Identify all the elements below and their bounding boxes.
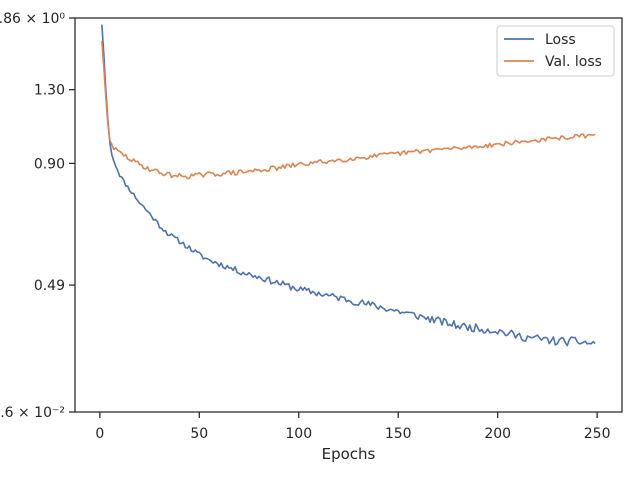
x-tick-label: 150 xyxy=(385,426,412,442)
legend-label: Val. loss xyxy=(545,54,602,70)
y-tick-label: 0.49 xyxy=(34,278,65,294)
series-lines xyxy=(101,24,596,347)
x-tick-label: 100 xyxy=(285,426,312,442)
y-tick-label: 0.90 xyxy=(34,156,65,172)
legend: Loss Val. loss xyxy=(496,25,615,77)
x-tick-label: 0 xyxy=(95,426,104,442)
y-axis: 2.6 × 10⁻² 0.49 0.90 1.30 1.86 × 10⁰ xyxy=(0,11,75,421)
series-line-val-loss xyxy=(101,40,596,180)
y-tick-label: 1.30 xyxy=(34,83,65,99)
x-tick-label: 250 xyxy=(584,426,611,442)
x-tick-label: 50 xyxy=(190,426,208,442)
plot-area xyxy=(74,17,623,413)
x-axis: 0 50 100 150 200 250 xyxy=(95,412,611,442)
y-tick-label: 1.86 × 10⁰ xyxy=(0,11,65,27)
legend-label: Loss xyxy=(545,32,576,48)
plot-frame xyxy=(74,17,623,413)
x-tick-label: 200 xyxy=(484,426,511,442)
series-line-loss xyxy=(101,24,596,347)
y-tick-label: 2.6 × 10⁻² xyxy=(0,405,65,421)
x-axis-label: Epochs xyxy=(322,445,376,463)
